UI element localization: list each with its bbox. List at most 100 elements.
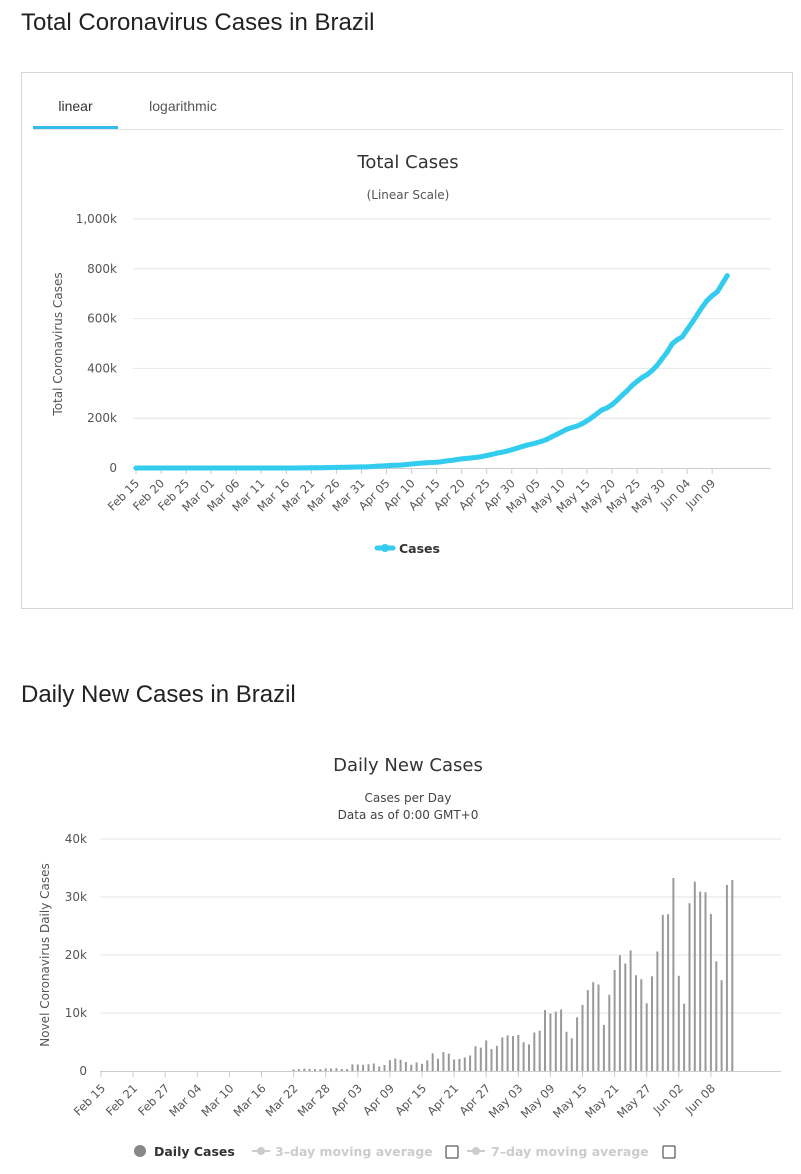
chart2-bar <box>394 1058 397 1071</box>
chart2-bar <box>581 1004 584 1071</box>
chart2-title: Daily New Cases <box>333 755 483 776</box>
chart2-bar <box>725 884 728 1071</box>
chart1-data-point <box>288 465 294 471</box>
chart2-subtitle: Cases per Day <box>365 791 452 805</box>
chart1-data-point <box>419 460 425 466</box>
chart1-data-point <box>724 273 730 279</box>
chart1-data-point <box>659 356 665 362</box>
chart1-subtitle: (Linear Scale) <box>367 188 450 202</box>
chart1-data-point <box>298 465 304 471</box>
tab-logarithmic[interactable]: logarithmic <box>149 98 217 114</box>
chart2-bar <box>661 914 664 1071</box>
chart1-data-point <box>213 465 219 471</box>
total-cases-panel: linear logarithmic <box>21 72 793 609</box>
chart2-bar <box>490 1049 493 1071</box>
chart2-bar <box>372 1063 375 1071</box>
chart1-data-point <box>348 464 354 470</box>
chart1-data-point <box>649 368 655 374</box>
chart1-data-point <box>444 458 450 464</box>
chart1-data-point <box>133 465 139 471</box>
chart2-bar <box>560 1009 563 1071</box>
chart1-data-point <box>424 460 430 466</box>
daily-cases-section-title: Daily New Cases in Brazil <box>21 681 296 708</box>
chart2-bar <box>340 1069 343 1071</box>
chart2-bar <box>608 994 611 1071</box>
chart1-data-point <box>674 337 680 343</box>
chart1-data-point <box>529 441 535 447</box>
chart2-legend-marker-daily <box>134 1145 146 1157</box>
chart1-data-point <box>168 465 174 471</box>
chart1-data-point <box>138 465 144 471</box>
chart1-data-point <box>343 464 349 470</box>
chart2-bar <box>651 976 653 1071</box>
chart2-bar <box>383 1065 386 1071</box>
chart2-bar <box>667 914 670 1071</box>
chart2-xtick-label: Feb 27 <box>135 1081 172 1118</box>
tab-linear[interactable]: linear <box>33 95 118 129</box>
chart1-ytick-label: 0 <box>109 461 117 475</box>
chart2-checkbox-3day[interactable] <box>445 1145 459 1159</box>
chart2-bar <box>699 891 702 1071</box>
chart2-bar <box>303 1068 306 1071</box>
chart2-bar <box>437 1058 439 1071</box>
chart1-data-point <box>669 341 675 347</box>
chart1-data-point <box>248 465 254 471</box>
chart1-data-point <box>564 426 570 432</box>
chart1-title: Total Cases <box>356 152 458 173</box>
chart1-ytick-label: 600k <box>87 312 117 326</box>
chart2-bar <box>672 878 675 1071</box>
chart1-data-point <box>544 436 550 442</box>
chart1-data-point <box>404 462 409 467</box>
chart2-bar <box>592 982 595 1071</box>
chart2-subtitle2: Data as of 0:00 GMT+0 <box>338 808 479 822</box>
chart2-bar <box>549 1013 552 1071</box>
chart2-bar <box>501 1037 504 1071</box>
chart2-bar <box>378 1066 381 1071</box>
chart2-bar <box>512 1036 514 1071</box>
chart1-data-point <box>514 445 520 451</box>
chart2-checkbox-7day[interactable] <box>662 1145 676 1159</box>
chart1-data-point <box>369 464 374 470</box>
chart1-legend-label: Cases <box>399 541 440 556</box>
chart1-data-point <box>694 312 700 318</box>
chart1-data-point <box>664 349 670 355</box>
chart1-data-point <box>454 457 460 463</box>
chart1-data-point <box>308 465 314 471</box>
chart1-data-point <box>539 438 545 444</box>
chart1-data-point <box>183 465 189 471</box>
chart1-data-point <box>238 465 244 471</box>
chart1-data-point <box>243 465 249 471</box>
chart1-data-point <box>198 465 204 471</box>
chart2-bar <box>602 1024 605 1071</box>
chart1-data-point <box>629 383 635 389</box>
chart1-data-point <box>534 440 540 446</box>
chart2-ytick-label: 30k <box>65 890 87 904</box>
chart1-data-point <box>684 327 690 333</box>
chart1-data-point <box>504 448 510 454</box>
chart1-data-point <box>153 465 159 471</box>
chart1-data-point <box>719 281 725 287</box>
chart2-bar <box>447 1053 450 1071</box>
chart2-bar <box>688 903 691 1071</box>
chart2-bar <box>570 1038 573 1071</box>
chart1-data-point <box>619 392 625 398</box>
chart1-data-point <box>679 334 685 340</box>
chart1-data-point <box>193 465 199 471</box>
chart2-xtick-label: May 03 <box>486 1081 526 1121</box>
chart1-data-point <box>364 464 369 470</box>
chart1-data-point <box>333 464 339 470</box>
chart2-bar <box>458 1058 461 1071</box>
chart2-bar <box>677 975 680 1071</box>
chart1-ytick-label: 1,000k <box>76 212 117 226</box>
chart2-bar <box>314 1069 316 1071</box>
chart1-data-point <box>258 465 264 471</box>
chart2-bar <box>388 1060 391 1071</box>
chart1-data-point <box>273 465 279 471</box>
chart2-xtick-label: Apr 21 <box>424 1081 461 1118</box>
chart1-data-point <box>559 429 565 435</box>
chart1-data-point <box>313 465 319 471</box>
chart2-xtick-label: Jun 02 <box>650 1081 686 1117</box>
chart2-xtick-label: Apr 27 <box>456 1081 493 1118</box>
chart1-series-line-cases <box>133 273 730 471</box>
chart1-data-point <box>389 462 394 468</box>
